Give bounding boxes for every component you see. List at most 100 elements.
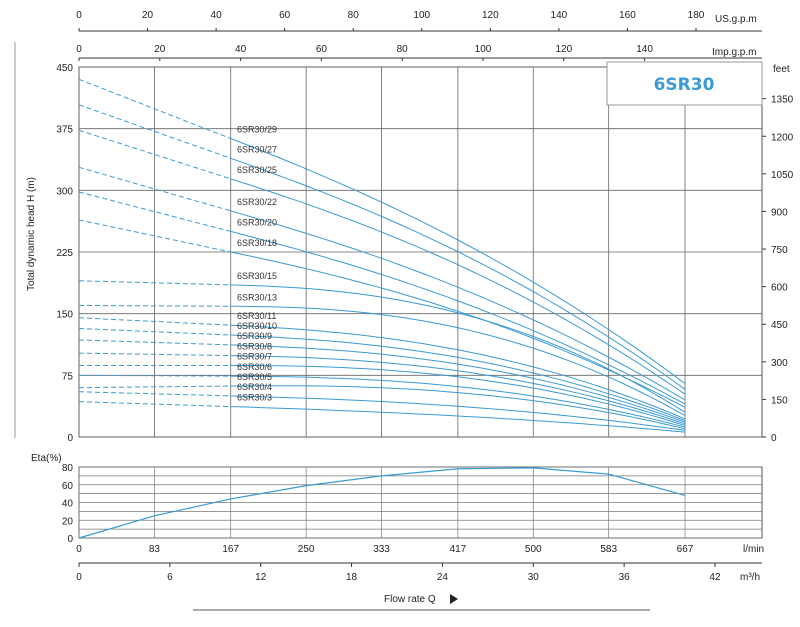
- efficiency-curve: [78, 467, 686, 539]
- feet-tick-label: 750: [771, 245, 788, 256]
- curve-dashed-segment: [78, 391, 231, 397]
- impgpm-tick-label: 0: [76, 44, 82, 55]
- feet-tick-label: 150: [771, 395, 788, 406]
- m3h-tick-label: 12: [255, 572, 267, 583]
- curve-label: 6SR30/8: [237, 342, 272, 352]
- impgpm-tick-label: 120: [555, 44, 572, 55]
- usgpm-tick-label: 160: [619, 10, 636, 21]
- lpm-tick-label: 417: [450, 544, 467, 555]
- curve-dashed-segment: [78, 166, 231, 212]
- lpm-tick-label: 167: [222, 544, 239, 555]
- curve-dashed-segment: [78, 339, 231, 346]
- curve-dashed-segment: [78, 280, 231, 286]
- feet-tick-label: 1350: [771, 95, 794, 106]
- feet-tick-label: 1050: [771, 170, 794, 181]
- m3h-tick-label: 42: [709, 572, 721, 583]
- feet-tick-label: 1200: [771, 132, 794, 143]
- eff-y-tick-label: 80: [62, 463, 74, 474]
- curve-dashed-segment: [78, 401, 231, 408]
- curve-label: 6SR30/5: [237, 372, 272, 382]
- title-frame: [606, 61, 763, 106]
- curve-label: 6SR30/7: [237, 351, 272, 361]
- feet-tick-label: 900: [771, 207, 788, 218]
- curve-dashed-segment: [78, 304, 231, 307]
- usgpm-tick-label: 140: [551, 10, 568, 21]
- curve-dashed-segment: [78, 191, 231, 232]
- curve-solid-segment: [230, 251, 686, 408]
- curve-solid-segment: [230, 365, 686, 426]
- feet-tick-label: 450: [771, 320, 788, 331]
- curve-solid-segment: [230, 385, 686, 430]
- curve-dashed-segment: [78, 78, 231, 139]
- curve-label: 6SR30/18: [237, 238, 277, 248]
- curve-solid-segment: [230, 355, 686, 425]
- right-axis-unit: feet: [773, 64, 790, 75]
- curve-dashed-segment: [78, 352, 231, 357]
- m3h-tick-label: 6: [167, 572, 173, 583]
- curve-label: 6SR30/20: [237, 217, 277, 227]
- curve-solid-segment: [230, 324, 686, 420]
- usgpm-tick-label: 80: [348, 10, 360, 21]
- curve-label: 6SR30/6: [237, 362, 272, 372]
- curve-solid-segment: [230, 344, 686, 423]
- curve-label: 6SR30/15: [237, 271, 277, 281]
- m3h-tick-label: 30: [528, 572, 540, 583]
- curve-solid-segment: [230, 284, 686, 413]
- m3h-tick-label: 36: [619, 572, 631, 583]
- curve-dashed-segment: [78, 317, 231, 326]
- eff-y-tick-label: 40: [62, 499, 74, 510]
- m3h-tick-label: 24: [437, 572, 449, 583]
- curves-layer: 6SR30/29 6SR30/27 6SR30/25 6SR30/22 6SR30/20…: [78, 78, 686, 433]
- curve-label: 6SR30/27: [237, 144, 277, 154]
- head-y-tick-label: 75: [62, 371, 74, 382]
- lpm-tick-label: 83: [149, 544, 161, 555]
- head-y-tick-label: 300: [56, 186, 73, 197]
- curve-label: 6SR30/13: [237, 292, 277, 302]
- x-axis-label: Flow rate Q: [384, 594, 436, 605]
- curve-solid-segment: [230, 395, 686, 431]
- m3h-tick-label: 18: [346, 572, 358, 583]
- m3h-unit: m³/h: [740, 572, 760, 583]
- lpm-tick-label: 583: [600, 544, 617, 555]
- y-axis-label: Total dynamic head H (m): [26, 177, 37, 291]
- curve-solid-segment: [230, 305, 686, 417]
- chart-title-box: 6SR30: [606, 61, 763, 106]
- impgpm-tick-label: 60: [316, 44, 328, 55]
- curve-label: 6SR30/22: [237, 197, 277, 207]
- feet-tick-label: 300: [771, 358, 788, 369]
- curve-label: 6SR30/10: [237, 321, 277, 331]
- eff-y-tick-label: 0: [67, 534, 73, 545]
- feet-tick-label: 600: [771, 283, 788, 294]
- lpm-tick-label: 667: [677, 544, 694, 555]
- arrow-right-icon: [450, 594, 458, 604]
- curve-solid-segment: [230, 375, 686, 428]
- curve-solid-segment: [230, 157, 686, 390]
- usgpm-tick-label: 180: [688, 10, 705, 21]
- curve-label: 6SR30/4: [237, 382, 272, 392]
- efficiency-layer: [78, 467, 686, 539]
- impgpm-tick-label: 40: [235, 44, 247, 55]
- head-y-tick-label: 150: [56, 310, 73, 321]
- curve-solid-segment: [230, 406, 686, 433]
- curve-solid-segment: [230, 230, 686, 405]
- curve-dashed-segment: [78, 385, 231, 389]
- curve-dashed-segment: [78, 327, 231, 336]
- head-y-tick-label: 0: [67, 433, 73, 444]
- head-y-tick-label: 225: [56, 248, 73, 259]
- lpm-tick-label: 0: [76, 544, 82, 555]
- eff-y-tick-label: 20: [62, 516, 74, 527]
- impgpm-unit: Imp.g.p.m: [712, 47, 756, 58]
- head-y-tick-label: 375: [56, 125, 73, 136]
- curve-dashed-segment: [78, 219, 231, 253]
- lpm-tick-label: 500: [525, 544, 542, 555]
- usgpm-tick-label: 120: [482, 10, 499, 21]
- lpm-tick-label: 333: [373, 544, 390, 555]
- lpm-unit: l/min: [743, 544, 764, 555]
- impgpm-tick-label: 140: [636, 44, 653, 55]
- curve-label: 6SR30/11: [237, 311, 276, 321]
- curve-label: 6SR30/29: [237, 125, 277, 135]
- m3h-tick-label: 0: [76, 572, 82, 583]
- curve-dashed-segment: [78, 374, 231, 377]
- curve-solid-segment: [230, 210, 686, 401]
- usgpm-tick-label: 0: [76, 10, 82, 21]
